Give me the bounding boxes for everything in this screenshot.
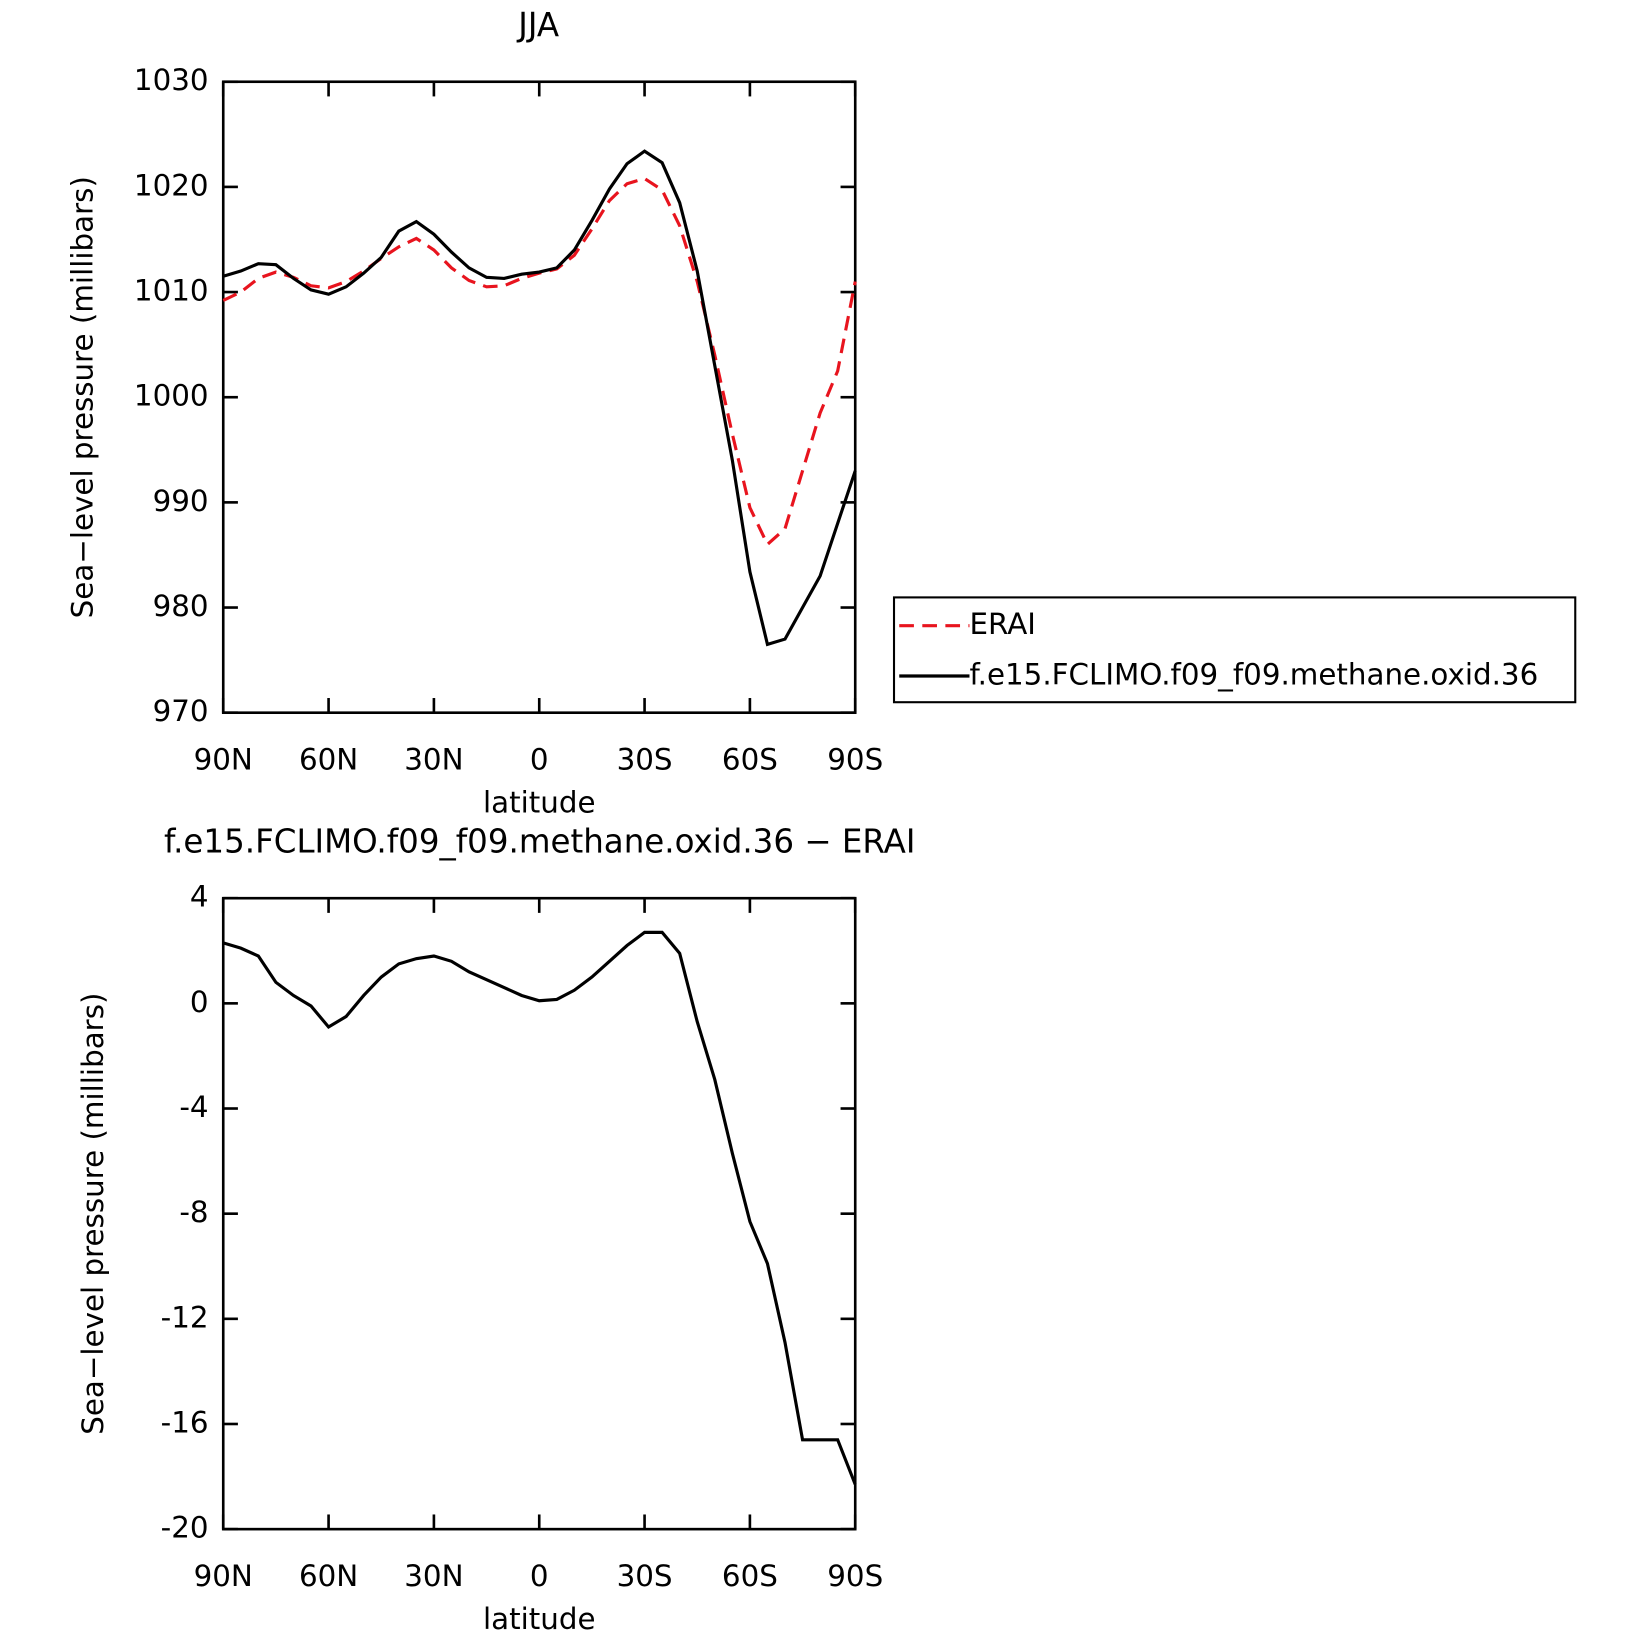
x-tick-label: 90N (194, 742, 253, 776)
y-tick-label: -8 (179, 1195, 208, 1229)
y-tick-label: 0 (190, 985, 209, 1019)
x-tick-label: 30S (617, 742, 673, 776)
y-tick-label: -20 (161, 1511, 209, 1545)
plot-frame (221, 896, 857, 1531)
y-tick-label: 1000 (134, 379, 209, 413)
y-tick-label: 1010 (134, 274, 209, 308)
x-tick-label: 90N (194, 1559, 253, 1593)
data-line (222, 176, 857, 548)
x-tick-label: 60S (722, 742, 778, 776)
x-tick-label: 60N (299, 1559, 358, 1593)
x-axis-label: latitude (483, 1602, 596, 1635)
y-tick-label: -12 (161, 1300, 209, 1334)
chart-title: JJA (516, 6, 559, 44)
y-tick-label: -16 (161, 1405, 209, 1439)
y-tick-label: 990 (153, 484, 209, 518)
y-axis-label: Sea−level pressure (millibars) (76, 993, 110, 1435)
y-tick-label: 970 (153, 694, 209, 728)
x-tick-label: 60N (299, 742, 358, 776)
y-tick-label: 4 (190, 880, 209, 914)
x-tick-label: 30N (404, 742, 463, 776)
legend-label: f.e15.FCLIMO.f09_f09.methane.oxid.36 (969, 658, 1538, 692)
x-tick-label: 90S (827, 742, 883, 776)
y-tick-label: 1020 (134, 168, 209, 202)
x-tick-label: 90S (827, 1559, 883, 1593)
data-line (222, 149, 857, 647)
y-tick-label: 980 (153, 589, 209, 623)
y-tick-label: -4 (179, 1090, 208, 1124)
legend-box (892, 596, 1577, 704)
x-tick-label: 30N (404, 1559, 463, 1593)
chart-title: f.e15.FCLIMO.f09_f09.methane.oxid.36 − E… (164, 823, 915, 861)
y-tick-label: 1030 (134, 63, 209, 97)
x-tick-label: 60S (722, 1559, 778, 1593)
x-tick-label: 0 (530, 742, 549, 776)
y-axis-label: Sea−level pressure (millibars) (65, 176, 99, 618)
legend-label: ERAI (969, 607, 1035, 641)
x-axis-label: latitude (483, 785, 596, 819)
x-tick-label: 30S (617, 1559, 673, 1593)
x-tick-label: 0 (530, 1559, 549, 1593)
data-line (222, 930, 857, 1486)
